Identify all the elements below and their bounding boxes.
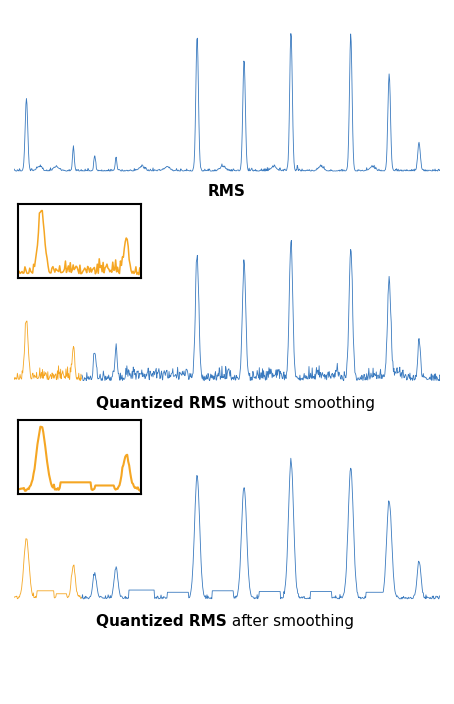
Text: RMS: RMS [208,184,246,199]
Text: Quantized RMS without smoothing: Quantized RMS without smoothing [95,396,359,410]
Text: Quantized RMS: Quantized RMS [96,396,227,410]
Text: Quantized RMS: Quantized RMS [96,614,227,629]
Text: after smoothing: after smoothing [227,614,354,629]
Text: without smoothing: without smoothing [227,396,375,410]
